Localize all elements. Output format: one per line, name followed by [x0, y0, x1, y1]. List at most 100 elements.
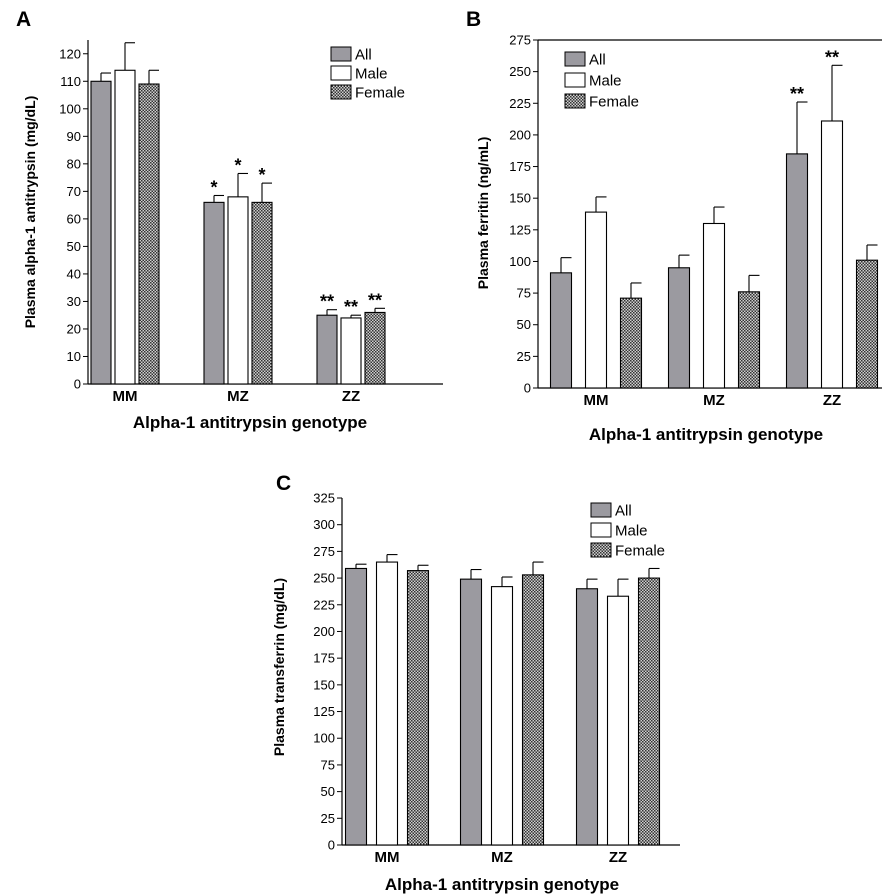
panel-a-legend-label: Male — [355, 66, 388, 83]
panel-b-y-tick-label: 50 — [517, 317, 531, 332]
panel-c-bar-mm-female — [406, 570, 430, 846]
panel-a-category-label: MM — [113, 388, 138, 405]
panel-b-y-tick-label: 200 — [509, 127, 531, 142]
panel-a-y-tick-label: 40 — [67, 266, 81, 281]
panel-c-y-tick-label: 225 — [313, 597, 335, 612]
panel-c-xlabel: Alpha-1 antitrypsin genotype — [385, 875, 619, 894]
panel-b-category-label: ZZ — [823, 392, 841, 409]
panel-a-bar-mz-male — [227, 196, 249, 385]
panel-a-y-tick-label: 90 — [67, 129, 81, 144]
panel-c-legend-label: Female — [615, 543, 665, 560]
panel-b-y-tick-label: 75 — [517, 286, 531, 301]
panel-b-bar-mz-all — [667, 267, 691, 389]
panel-c-y-tick-label: 325 — [313, 491, 335, 506]
panel-c-y-tick-label: 0 — [328, 838, 335, 853]
panel-c-bar-zz-male — [606, 595, 630, 846]
panel-b-legend-swatch-all — [564, 51, 586, 67]
panel-a-y-tick-label: 100 — [59, 101, 81, 116]
panel-b-y-tick-label: 250 — [509, 64, 531, 79]
panel-c-y-tick-label: 125 — [313, 704, 335, 719]
panel-c-bar-mz-male — [490, 586, 514, 846]
panel-a-y-tick-label: 0 — [74, 377, 81, 392]
panel-b-bar-mm-male — [584, 211, 608, 389]
panel-c-y-tick-label: 275 — [313, 544, 335, 559]
panel-c-legend-swatch-female — [590, 542, 612, 558]
panel-a-category-label: ZZ — [342, 388, 360, 405]
panel-a-bar-zz-male — [340, 317, 362, 385]
panel-a-ylabel: Plasma alpha-1 antitrypsin (mg/dL) — [22, 96, 38, 329]
panel-b-legend-label: All — [589, 52, 606, 69]
panel-a-legend-swatch-male — [330, 65, 352, 81]
panel-c-letter: C — [276, 472, 291, 495]
panel-c-y-tick-label: 25 — [321, 811, 335, 826]
panel-b-y-tick-label: 125 — [509, 222, 531, 237]
panel-c-legend: All Male Female — [590, 502, 665, 560]
panel-b-significance-label: ** — [790, 84, 804, 104]
panel-b-y-tick-label: 0 — [524, 381, 531, 396]
panel-a-significance-label: * — [234, 155, 241, 175]
panel-c-plot: 0 25 50 75 100 125 150 175 200 225 250 275 300 325 MM M… — [313, 491, 680, 866]
panel-a-bar-mm-male — [114, 69, 136, 385]
panel-a-letter: A — [16, 8, 31, 31]
panel-b-y-tick-label: 175 — [509, 159, 531, 174]
panel-b: B 0 25 50 75 100 125 150 175 200 225 250 275 MM MZ ** *… — [466, 8, 882, 444]
panel-a-y-tick-label: 50 — [67, 239, 81, 254]
panel-a-significance-label: * — [258, 165, 265, 185]
panel-a-xlabel: Alpha-1 antitrypsin genotype — [133, 413, 367, 432]
panel-c: C 0 25 50 75 100 125 150 175 200 225 250 275 300 325 M… — [271, 472, 680, 894]
panel-c-bar-zz-female — [637, 577, 661, 846]
panel-a-legend-swatch-all — [330, 46, 352, 62]
panel-b-significance-label: ** — [825, 47, 839, 67]
panel-b-bar-zz-female — [855, 259, 879, 389]
panel-c-bar-mz-all — [459, 578, 483, 846]
panel-c-legend-swatch-male — [590, 522, 612, 538]
panel-c-y-tick-label: 175 — [313, 651, 335, 666]
panel-c-category-label: ZZ — [609, 849, 627, 866]
panel-c-y-tick-label: 100 — [313, 731, 335, 746]
panel-a-bar-mm-all — [90, 80, 112, 385]
panel-a-y-tick-label: 60 — [67, 211, 81, 226]
panel-a-y-tick-label: 20 — [67, 321, 81, 336]
panel-b-legend-label: Female — [589, 94, 639, 111]
panel-b-category-label: MM — [584, 392, 609, 409]
panel-a-legend-swatch-female — [330, 84, 352, 100]
panel-b-y-tick-label: 225 — [509, 96, 531, 111]
panel-b-plot: 0 25 50 75 100 125 150 175 200 225 250 275 MM MZ ** ** Z… — [509, 33, 882, 409]
panel-a-y-tick-label: 110 — [60, 74, 81, 89]
panel-a-legend-label: All — [355, 47, 372, 64]
panel-b-y-tick-label: 150 — [509, 191, 531, 206]
panel-c-legend-label: Male — [615, 523, 648, 540]
panel-c-bar-mz-female — [521, 574, 545, 846]
panel-a-y-tick-label: 120 — [59, 46, 81, 61]
panel-a-category-label: MZ — [227, 388, 249, 405]
panel-b-bar-zz-all — [785, 153, 809, 389]
panel-b-y-tick-label: 275 — [509, 33, 531, 48]
panel-a-bar-zz-female — [364, 311, 386, 385]
panel-c-bar-mm-all — [344, 567, 368, 846]
panel-a-legend-label: Female — [355, 85, 405, 102]
panel-a-significance-label: * — [210, 177, 217, 197]
panel-b-legend-swatch-male — [564, 72, 586, 88]
panel-a-significance-label: ** — [344, 297, 358, 317]
panel-b-letter: B — [466, 8, 481, 31]
panel-c-ylabel: Plasma transferrin (mg/dL) — [271, 578, 287, 756]
panel-b-ylabel: Plasma ferritin (ng/mL) — [475, 137, 491, 289]
panel-b-xlabel: Alpha-1 antitrypsin genotype — [589, 425, 823, 444]
panel-b-legend: All Male Female — [564, 51, 639, 111]
panel-a-bar-mz-all — [203, 201, 225, 385]
panel-b-category-label: MZ — [703, 392, 725, 409]
panel-c-y-tick-label: 50 — [321, 784, 335, 799]
panel-b-bar-mm-female — [619, 297, 643, 389]
panel-b-legend-swatch-female — [564, 93, 586, 109]
panel-c-legend-swatch-all — [590, 502, 612, 518]
panel-c-y-tick-label: 250 — [313, 571, 335, 586]
panel-a-bar-zz-all — [316, 314, 338, 385]
panel-a-y-tick-label: 30 — [67, 294, 81, 309]
panel-a-significance-label: ** — [368, 290, 382, 310]
panel-a-y-tick-label: 10 — [67, 349, 81, 364]
panel-b-y-tick-label: 100 — [509, 254, 531, 269]
panel-a-y-tick-label: 70 — [67, 184, 81, 199]
